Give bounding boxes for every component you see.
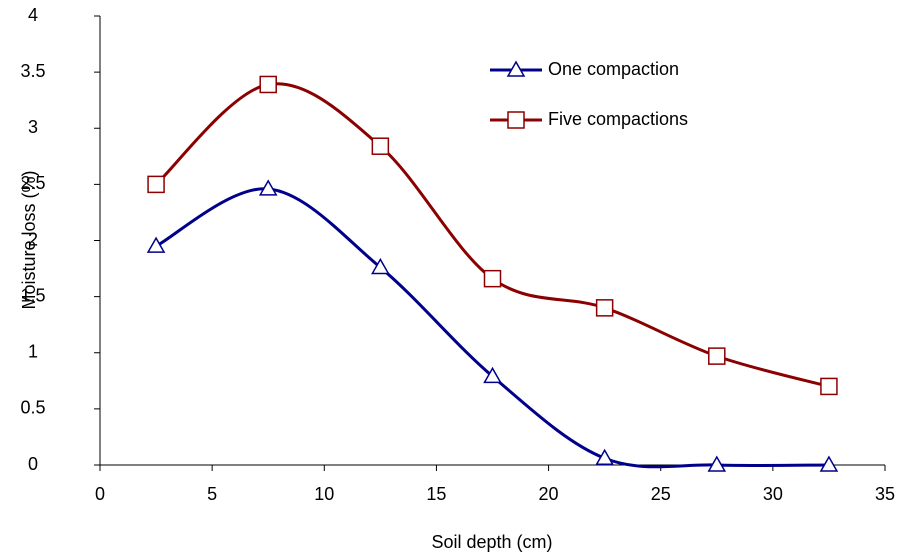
x-axis-label: Soil depth (cm) <box>431 532 552 552</box>
marker <box>483 366 502 384</box>
y-tick-label: 2 <box>28 229 38 249</box>
legend-label: One compaction <box>548 59 679 79</box>
marker <box>820 377 838 396</box>
marker <box>147 175 165 194</box>
x-tick-label: 15 <box>426 484 446 504</box>
marker <box>371 257 390 275</box>
x-tick-label: 30 <box>763 484 783 504</box>
legend-label: Five compactions <box>548 109 688 129</box>
marker <box>595 299 614 317</box>
x-tick-label: 25 <box>651 484 671 504</box>
marker <box>708 347 726 365</box>
marker <box>258 179 278 196</box>
marker <box>259 75 277 94</box>
series-line <box>155 187 829 469</box>
y-tick-label: 3.5 <box>20 61 45 81</box>
y-tick-label: 3 <box>28 117 38 137</box>
marker <box>371 137 390 155</box>
y-tick-label: 1.5 <box>20 285 45 305</box>
y-tick-label: 1 <box>28 342 38 362</box>
y-axis-label: Moisture loss (%) <box>19 170 39 309</box>
series-line <box>155 82 830 388</box>
x-tick-label: 35 <box>875 484 895 504</box>
x-tick-label: 20 <box>539 484 559 504</box>
x-tick-label: 0 <box>95 484 105 504</box>
x-tick-label: 10 <box>314 484 334 504</box>
y-tick-label: 2.5 <box>20 173 45 193</box>
y-tick-label: 0.5 <box>20 398 45 418</box>
marker <box>819 455 839 472</box>
marker <box>146 236 166 253</box>
marker <box>595 448 614 466</box>
y-tick-label: 0 <box>28 454 38 474</box>
y-tick-label: 4 <box>28 5 38 25</box>
x-tick-label: 5 <box>207 484 217 504</box>
marker <box>483 269 502 288</box>
marker <box>506 60 526 77</box>
marker <box>507 111 525 129</box>
marker <box>707 455 727 472</box>
